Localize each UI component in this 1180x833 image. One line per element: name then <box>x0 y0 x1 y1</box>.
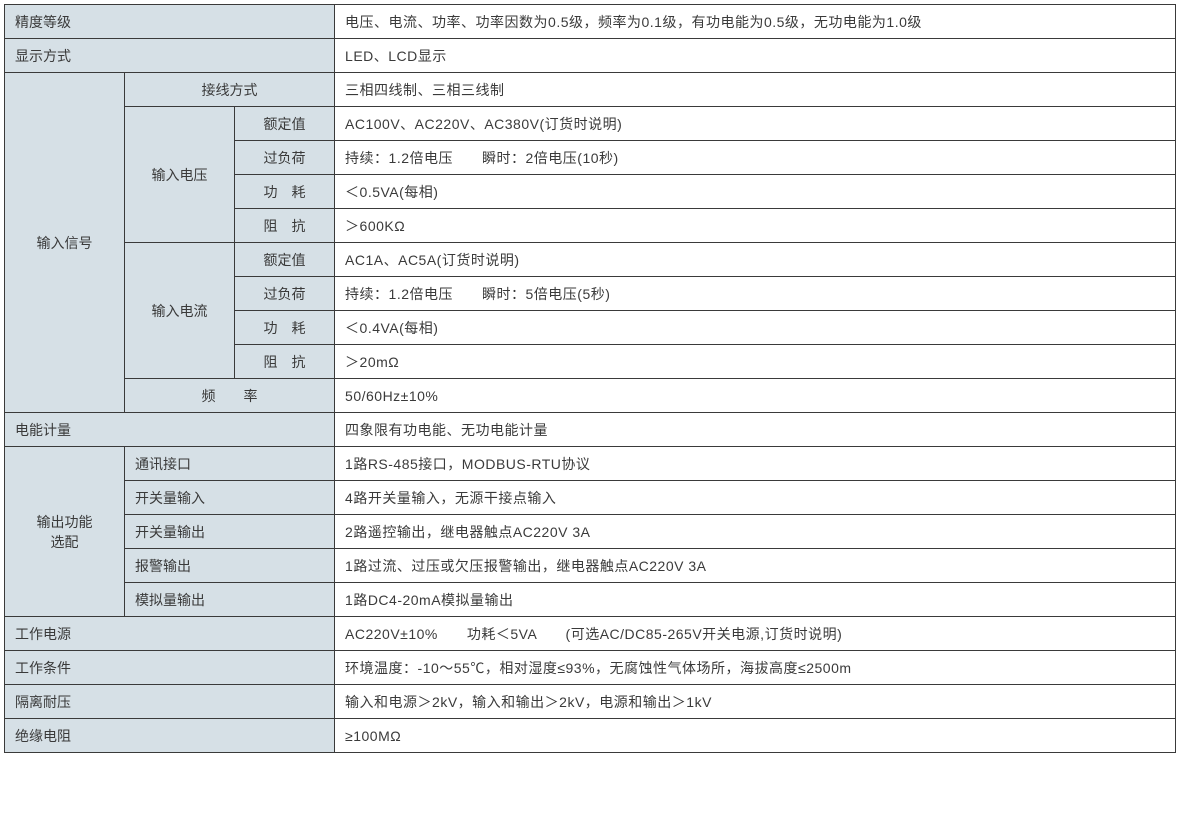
subgroup-label-voltage: 输入电压 <box>125 107 235 243</box>
row-value: ＜0.4VA(每相) <box>335 311 1176 345</box>
row-value: AC100V、AC220V、AC380V(订货时说明) <box>335 107 1176 141</box>
row-label: 精度等级 <box>5 5 335 39</box>
row-label: 阻 抗 <box>235 345 335 379</box>
table-row: 隔离耐压 输入和电源＞2kV，输入和输出＞2kV，电源和输出＞1kV <box>5 685 1176 719</box>
table-row: 工作电源 AC220V±10% 功耗＜5VA (可选AC/DC85-265V开关… <box>5 617 1176 651</box>
row-value: ＞20mΩ <box>335 345 1176 379</box>
table-row: 输入信号 接线方式 三相四线制、三相三线制 <box>5 73 1176 107</box>
row-value: 1路过流、过压或欠压报警输出，继电器触点AC220V 3A <box>335 549 1176 583</box>
row-label: 电能计量 <box>5 413 335 447</box>
subgroup-label-current: 输入电流 <box>125 243 235 379</box>
row-value: 持续：1.2倍电压 瞬时：5倍电压(5秒) <box>335 277 1176 311</box>
row-label: 报警输出 <box>125 549 335 583</box>
row-label: 开关量输出 <box>125 515 335 549</box>
row-label: 绝缘电阻 <box>5 719 335 753</box>
row-value: LED、LCD显示 <box>335 39 1176 73</box>
table-row: 频 率 50/60Hz±10% <box>5 379 1176 413</box>
table-row: 输入电压 额定值 AC100V、AC220V、AC380V(订货时说明) <box>5 107 1176 141</box>
row-label: 阻 抗 <box>235 209 335 243</box>
row-value: 持续：1.2倍电压 瞬时：2倍电压(10秒) <box>335 141 1176 175</box>
table-row: 输出功能选配 通讯接口 1路RS-485接口，MODBUS-RTU协议 <box>5 447 1176 481</box>
row-label: 频 率 <box>125 379 335 413</box>
row-label: 过负荷 <box>235 277 335 311</box>
table-row: 绝缘电阻 ≥100MΩ <box>5 719 1176 753</box>
table-row: 开关量输入 4路开关量输入，无源干接点输入 <box>5 481 1176 515</box>
row-value: 电压、电流、功率、功率因数为0.5级，频率为0.1级，有功电能为0.5级，无功电… <box>335 5 1176 39</box>
row-value: AC220V±10% 功耗＜5VA (可选AC/DC85-265V开关电源,订货… <box>335 617 1176 651</box>
row-label: 工作条件 <box>5 651 335 685</box>
row-label: 模拟量输出 <box>125 583 335 617</box>
row-value: 环境温度：-10～55℃，相对湿度≤93%，无腐蚀性气体场所，海拔高度≤2500… <box>335 651 1176 685</box>
row-label: 额定值 <box>235 107 335 141</box>
row-value: ≥100MΩ <box>335 719 1176 753</box>
row-value: 1路RS-485接口，MODBUS-RTU协议 <box>335 447 1176 481</box>
row-label: 额定值 <box>235 243 335 277</box>
group-label-output-opt: 输出功能选配 <box>5 447 125 617</box>
row-label: 开关量输入 <box>125 481 335 515</box>
row-value: 输入和电源＞2kV，输入和输出＞2kV，电源和输出＞1kV <box>335 685 1176 719</box>
table-row: 开关量输出 2路遥控输出，继电器触点AC220V 3A <box>5 515 1176 549</box>
row-value: 2路遥控输出，继电器触点AC220V 3A <box>335 515 1176 549</box>
table-row: 精度等级 电压、电流、功率、功率因数为0.5级，频率为0.1级，有功电能为0.5… <box>5 5 1176 39</box>
table-row: 输入电流 额定值 AC1A、AC5A(订货时说明) <box>5 243 1176 277</box>
row-label: 接线方式 <box>125 73 335 107</box>
row-value: 三相四线制、三相三线制 <box>335 73 1176 107</box>
row-value: 1路DC4-20mA模拟量输出 <box>335 583 1176 617</box>
table-row: 工作条件 环境温度：-10～55℃，相对湿度≤93%，无腐蚀性气体场所，海拔高度… <box>5 651 1176 685</box>
row-label: 过负荷 <box>235 141 335 175</box>
row-label: 通讯接口 <box>125 447 335 481</box>
row-value: AC1A、AC5A(订货时说明) <box>335 243 1176 277</box>
row-label: 显示方式 <box>5 39 335 73</box>
table-row: 报警输出 1路过流、过压或欠压报警输出，继电器触点AC220V 3A <box>5 549 1176 583</box>
row-label: 隔离耐压 <box>5 685 335 719</box>
table-row: 显示方式 LED、LCD显示 <box>5 39 1176 73</box>
row-value: ＞600KΩ <box>335 209 1176 243</box>
row-value: ＜0.5VA(每相) <box>335 175 1176 209</box>
table-row: 电能计量 四象限有功电能、无功电能计量 <box>5 413 1176 447</box>
row-label: 功 耗 <box>235 311 335 345</box>
row-label: 工作电源 <box>5 617 335 651</box>
group-label-input-signal: 输入信号 <box>5 73 125 413</box>
row-value: 4路开关量输入，无源干接点输入 <box>335 481 1176 515</box>
row-value: 四象限有功电能、无功电能计量 <box>335 413 1176 447</box>
row-label: 功 耗 <box>235 175 335 209</box>
row-value: 50/60Hz±10% <box>335 379 1176 413</box>
table-row: 模拟量输出 1路DC4-20mA模拟量输出 <box>5 583 1176 617</box>
spec-table: 精度等级 电压、电流、功率、功率因数为0.5级，频率为0.1级，有功电能为0.5… <box>4 4 1176 753</box>
